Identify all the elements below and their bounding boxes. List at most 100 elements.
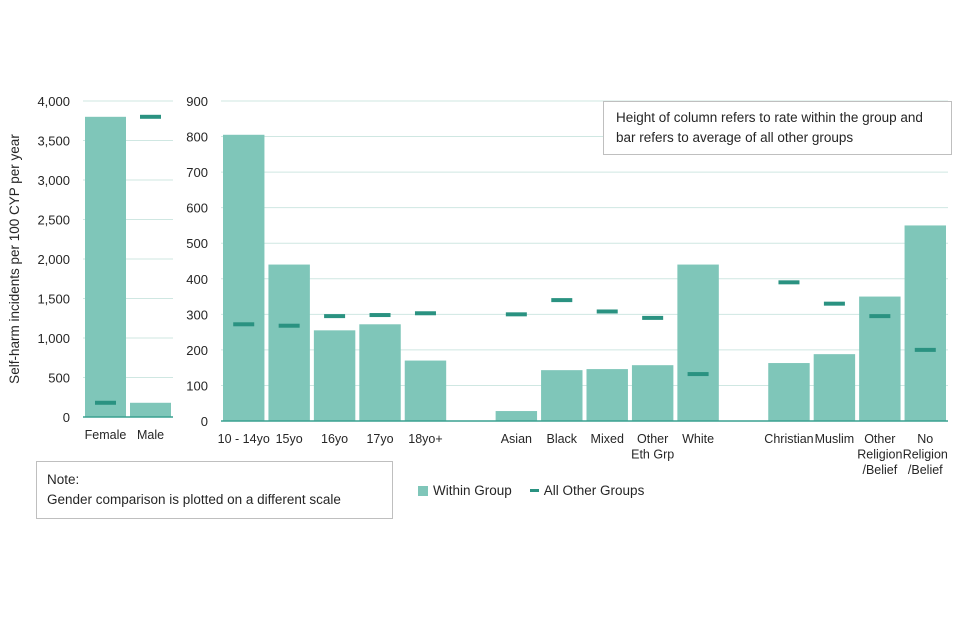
y-tick-label: 200 bbox=[186, 343, 208, 358]
legend-dash-icon bbox=[529, 489, 539, 492]
x-category-label-line: 16yo bbox=[321, 432, 348, 446]
x-category-label: Christian bbox=[764, 432, 813, 446]
y-tick-label: 2,000 bbox=[37, 252, 70, 267]
legend-label: Within Group bbox=[433, 483, 512, 498]
y-tick-label: 800 bbox=[186, 130, 208, 145]
x-category-label: Mixed bbox=[591, 432, 624, 446]
y-tick-label: 300 bbox=[186, 307, 208, 322]
legend-square-icon bbox=[418, 485, 428, 496]
x-category-label: 17yo bbox=[366, 432, 393, 446]
y-tick-label: 0 bbox=[63, 410, 70, 425]
x-category-label-line: Asian bbox=[501, 432, 532, 446]
x-category-label: Other Religion/Belief bbox=[857, 432, 902, 477]
x-category-label: 16yo bbox=[321, 432, 348, 446]
legend-item-within-group: Within Group bbox=[418, 483, 512, 498]
marker-all-other-groups bbox=[233, 322, 255, 327]
x-category-label: Muslim bbox=[815, 432, 855, 446]
y-tick-label: 700 bbox=[186, 165, 208, 180]
legend: Within Group All Other Groups bbox=[418, 483, 644, 498]
x-category-label-line: Eth Grp bbox=[631, 448, 674, 462]
bar-within-group bbox=[130, 402, 171, 417]
note-text: Gender comparison is plotted on a differ… bbox=[47, 492, 341, 507]
bar-within-group bbox=[631, 365, 674, 421]
marker-all-other-groups bbox=[642, 315, 664, 320]
bar-within-group bbox=[223, 134, 265, 421]
bar-within-group bbox=[495, 411, 538, 421]
x-category-label-line: White bbox=[682, 432, 714, 446]
bar-within-group bbox=[904, 225, 946, 421]
marker-all-other-groups bbox=[596, 309, 618, 314]
marker-all-other-groups bbox=[505, 312, 527, 317]
legend-label: All Other Groups bbox=[543, 483, 645, 498]
gender-panel: 0 500 1,000 1,500 2,000 2,500 3,000 3,500 4,000 F… bbox=[37, 94, 173, 442]
x-category-label-line: Religion bbox=[903, 448, 948, 462]
marker-all-other-groups bbox=[778, 280, 800, 285]
annotation-box: Height of column refers to rate within t… bbox=[603, 101, 952, 155]
marker-all-other-groups bbox=[823, 301, 845, 306]
marker-all-other-groups bbox=[324, 314, 346, 319]
x-category-label: Male bbox=[137, 428, 164, 442]
y-tick-label: 100 bbox=[186, 378, 208, 393]
y-tick-label: 500 bbox=[48, 371, 70, 386]
groups-panel: 0 100 200 300 400 500 600 700 800 900 10 - 14yo 15y… bbox=[186, 94, 948, 477]
legend-item-all-other-groups: All Other Groups bbox=[529, 483, 645, 498]
x-category-label: 10 - 14yo bbox=[218, 432, 270, 446]
bar-within-group bbox=[404, 360, 447, 421]
x-category-label-line: No bbox=[917, 432, 933, 446]
y-tick-label: 3,500 bbox=[37, 134, 70, 149]
x-category-label-line: Other bbox=[637, 432, 668, 446]
note-box: Note: Gender comparison is plotted on a … bbox=[36, 461, 393, 519]
x-category-label-line: Muslim bbox=[815, 432, 855, 446]
bar-within-group bbox=[586, 369, 628, 421]
note-title: Note: bbox=[47, 472, 80, 487]
x-category-label: Other Eth Grp bbox=[631, 432, 674, 462]
bar-within-group bbox=[677, 264, 719, 421]
y-tick-label: 0 bbox=[201, 414, 208, 429]
y-tick-label: 3,000 bbox=[37, 173, 70, 188]
x-category-label: 18yo+ bbox=[408, 432, 442, 446]
x-category-label-line: 17yo bbox=[366, 432, 393, 446]
annotation-text: Height of column refers to rate within t… bbox=[616, 110, 923, 145]
bar-within-group bbox=[768, 363, 810, 421]
x-category-label-line: 10 - 14yo bbox=[218, 432, 270, 446]
marker-all-other-groups bbox=[687, 372, 709, 377]
bar-within-group bbox=[813, 354, 856, 421]
x-category-label-line: Religion bbox=[857, 448, 902, 462]
y-tick-label: 2,500 bbox=[37, 213, 70, 228]
marker-all-other-groups bbox=[278, 323, 300, 328]
marker-all-other-groups bbox=[414, 311, 436, 316]
y-tick-label: 4,000 bbox=[37, 94, 70, 109]
x-category-label-line: Female bbox=[85, 428, 127, 442]
marker-all-other-groups bbox=[869, 314, 891, 319]
bar-within-group bbox=[85, 116, 126, 418]
bar-within-group bbox=[313, 330, 356, 421]
x-category-label: No Religion/Belief bbox=[903, 432, 948, 477]
y-axis-label: Self-harm incidents per 100 CYP per year bbox=[7, 134, 22, 384]
x-category-label: Black bbox=[546, 432, 577, 446]
x-category-label-line: Male bbox=[137, 428, 164, 442]
x-category-label-line: Christian bbox=[764, 432, 813, 446]
y-tick-label: 400 bbox=[186, 272, 208, 287]
y-tick-label: 1,500 bbox=[37, 292, 70, 307]
x-category-label-line: /Belief bbox=[862, 463, 897, 477]
x-category-label: White bbox=[682, 432, 714, 446]
bar-within-group bbox=[541, 370, 583, 421]
marker-all-other-groups bbox=[914, 347, 936, 352]
marker-all-other-groups bbox=[369, 313, 391, 318]
x-category-label-line: /Belief bbox=[908, 463, 943, 477]
x-category-label: Female bbox=[85, 428, 127, 442]
marker-all-other-groups bbox=[551, 298, 573, 303]
x-category-label-line: Other bbox=[864, 432, 895, 446]
x-category-label-line: 18yo+ bbox=[408, 432, 442, 446]
x-category-label-line: 15yo bbox=[276, 432, 303, 446]
x-category-label-line: Black bbox=[546, 432, 577, 446]
y-tick-label: 600 bbox=[186, 201, 208, 216]
bar-within-group bbox=[268, 264, 310, 421]
marker-all-other-groups bbox=[95, 400, 116, 405]
y-tick-label: 500 bbox=[186, 236, 208, 251]
y-tick-label: 900 bbox=[186, 94, 208, 109]
x-category-label: Asian bbox=[501, 432, 532, 446]
x-category-label: 15yo bbox=[276, 432, 303, 446]
marker-all-other-groups bbox=[140, 114, 161, 119]
